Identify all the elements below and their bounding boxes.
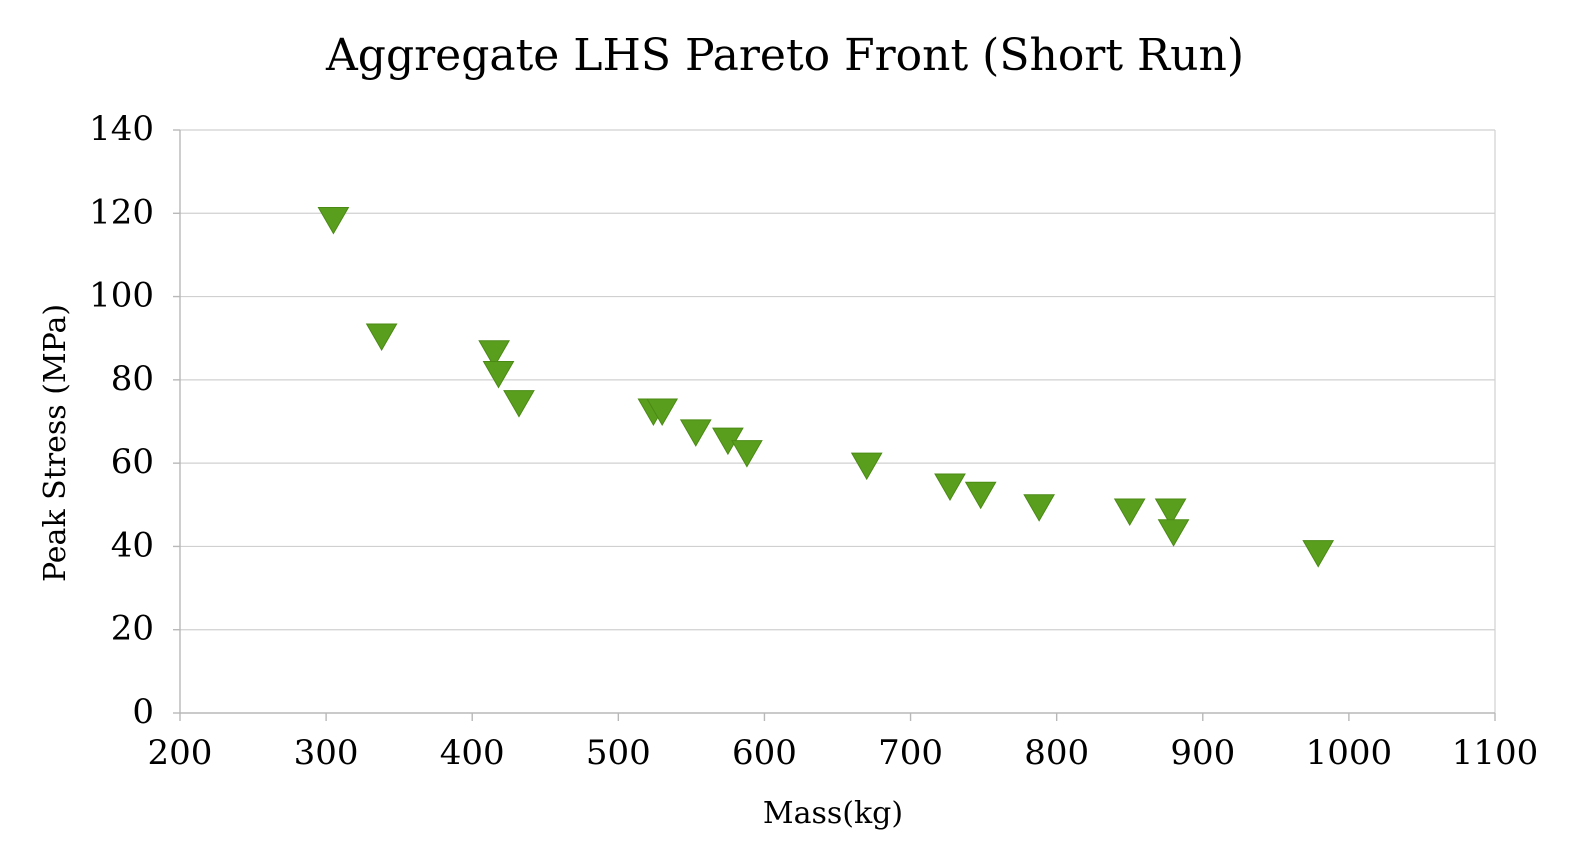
x-tick-label: 400 <box>440 733 505 773</box>
data-point-marker <box>1113 498 1146 526</box>
x-tick-label: 500 <box>586 733 651 773</box>
data-point-marker <box>731 440 763 468</box>
data-point-marker <box>1023 494 1055 522</box>
data-point-marker <box>317 206 350 235</box>
data-point-marker <box>1154 498 1187 526</box>
data-point-marker <box>1157 519 1190 547</box>
x-tick-label: 300 <box>294 733 359 773</box>
x-axis-title: Mass(kg) <box>763 796 903 831</box>
y-tick-label: 40 <box>111 525 154 565</box>
axes: 0 20 40 60 80 100 120 140 200 300 400 500 600 700 800 9… <box>89 109 1538 773</box>
data-point-marker <box>365 323 398 352</box>
x-tick-label: 600 <box>732 733 797 773</box>
data-point-marker <box>482 361 515 389</box>
data-point-marker <box>503 390 535 418</box>
y-tick-label: 20 <box>111 609 154 649</box>
x-tick-label: 800 <box>1024 733 1089 773</box>
data-point-marker <box>679 419 712 447</box>
y-tick-label: 140 <box>89 109 154 149</box>
gridlines <box>180 129 1496 713</box>
x-tick-label: 700 <box>878 733 943 773</box>
y-tick-label: 60 <box>111 442 154 482</box>
data-point-marker <box>850 452 883 481</box>
data-point-marker <box>478 340 511 368</box>
y-axis-title: Peak Stress (MPa) <box>38 304 73 582</box>
y-tick-label: 80 <box>111 359 154 399</box>
y-tick-label: 0 <box>132 692 154 732</box>
data-point-marker <box>934 473 966 501</box>
data-points <box>317 206 1335 568</box>
x-tick-label: 1000 <box>1306 733 1393 773</box>
y-tick-label: 120 <box>89 192 154 232</box>
data-point-marker <box>964 481 997 510</box>
x-tick-label: 200 <box>148 733 213 773</box>
data-point-marker <box>646 398 679 427</box>
data-point-marker <box>1302 540 1335 568</box>
x-tick-label: 900 <box>1170 733 1235 773</box>
y-tick-label: 100 <box>89 276 154 316</box>
chart-title: Aggregate LHS Pareto Front (Short Run) <box>325 30 1244 81</box>
x-tick-label: 1100 <box>1452 733 1539 773</box>
